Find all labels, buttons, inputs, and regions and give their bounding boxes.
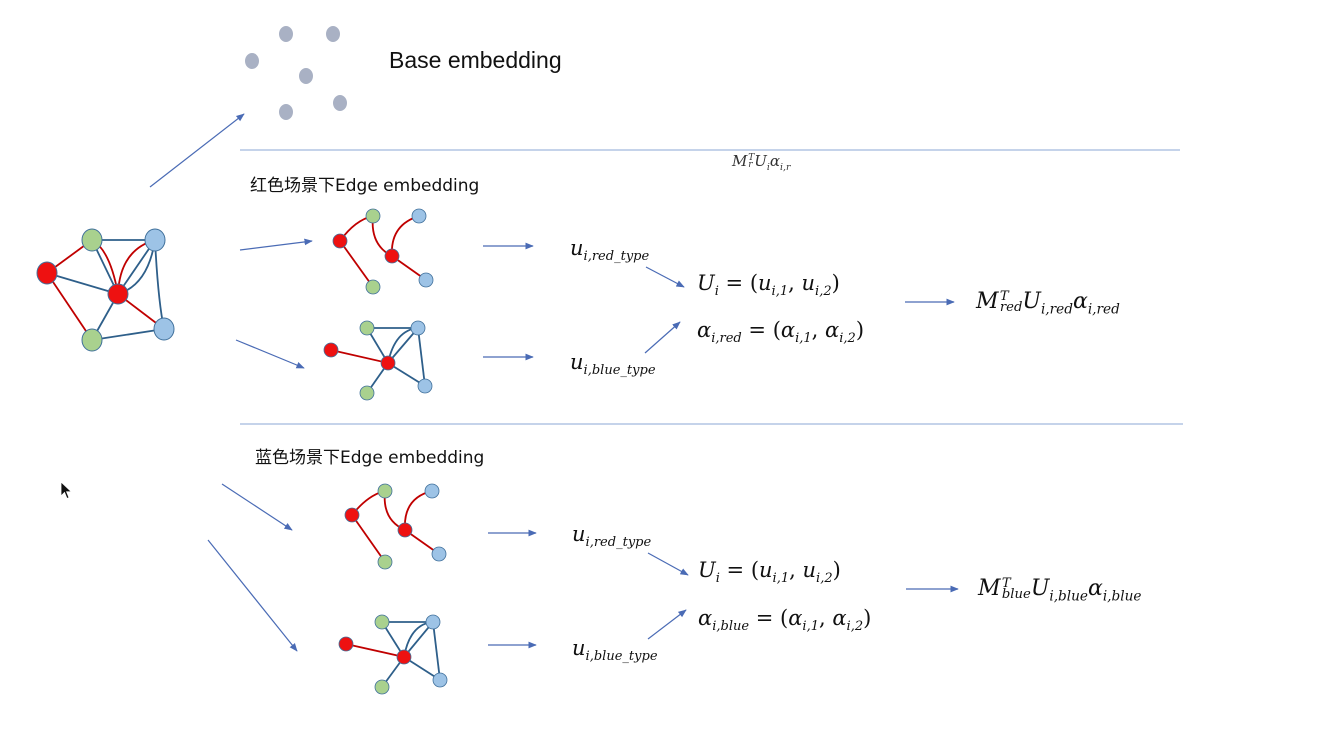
graph-node-green (377, 483, 393, 499)
red-type-subgraph (344, 483, 447, 570)
arrow-right-icon (644, 321, 681, 354)
graph-node-red (380, 355, 396, 371)
u-red-type: ui,red_type (572, 522, 652, 551)
input-graph (36, 228, 175, 352)
graph-node-blue (410, 320, 426, 336)
graph-node-red (344, 507, 360, 523)
graph-node-green (81, 228, 103, 252)
alpha-equation: αi,red = (αi,1, αi,2) (697, 318, 865, 347)
arrow-right-icon (149, 113, 245, 188)
graph-node-blue (425, 614, 441, 630)
graph-node-red (323, 342, 339, 358)
graph-node-red (397, 522, 413, 538)
graph-node-green (374, 614, 390, 630)
U-equation: Ui = (ui,1, ui,2) (697, 271, 840, 300)
graph-node-blue (153, 317, 175, 341)
u-blue-type: ui,blue_type (570, 350, 656, 379)
blue-type-subgraph (323, 320, 433, 401)
base-dot (279, 104, 293, 120)
graph-node-blue (424, 483, 440, 499)
graph-node-red (332, 233, 348, 249)
arrow-right-icon (647, 609, 687, 640)
base-dot (299, 68, 313, 84)
base-embedding-label: Base embedding (389, 47, 562, 73)
graph-node-blue (431, 546, 447, 562)
arrow-right-icon (235, 339, 305, 369)
graph-node-green (359, 320, 375, 336)
section-title-blue: 蓝色场景下Edge embedding (255, 448, 485, 468)
arrow-right-icon (645, 266, 685, 288)
base-dot (245, 53, 259, 69)
section-title-red: 红色场景下Edge embedding (250, 176, 480, 196)
graph-node-blue (144, 228, 166, 252)
base-dot (333, 95, 347, 111)
mouse-pointer-icon (60, 481, 73, 500)
graph-node-blue (411, 208, 427, 224)
graph-node-red (36, 261, 58, 285)
arrows (149, 113, 959, 652)
u-red-type: ui,red_type (570, 236, 650, 265)
base-embedding-dots (245, 26, 347, 120)
graph-node-red (338, 636, 354, 652)
alpha-equation: αi,blue = (αi,1, αi,2) (698, 606, 872, 635)
graph-node-red (384, 248, 400, 264)
blue-type-subgraph (338, 614, 448, 695)
U-equation: Ui = (ui,1, ui,2) (698, 558, 841, 587)
graph-node-red (396, 649, 412, 665)
graph-node-green (81, 328, 103, 352)
graph-node-green (377, 554, 393, 570)
graph-node-green (365, 279, 381, 295)
graph-node-blue (417, 378, 433, 394)
graph-node-green (359, 385, 375, 401)
base-dot (326, 26, 340, 42)
base-dot (279, 26, 293, 42)
arrow-right-icon (207, 539, 298, 652)
graph-node-red (107, 283, 129, 305)
u-blue-type: ui,blue_type (572, 636, 658, 665)
red-type-subgraph (332, 208, 434, 295)
arrow-right-icon (647, 552, 689, 576)
arrow-right-icon (221, 483, 293, 531)
graph-node-green (365, 208, 381, 224)
arrow-right-icon (239, 238, 313, 251)
graph-node-blue (432, 672, 448, 688)
graph-node-green (374, 679, 390, 695)
graph-node-blue (418, 272, 434, 288)
